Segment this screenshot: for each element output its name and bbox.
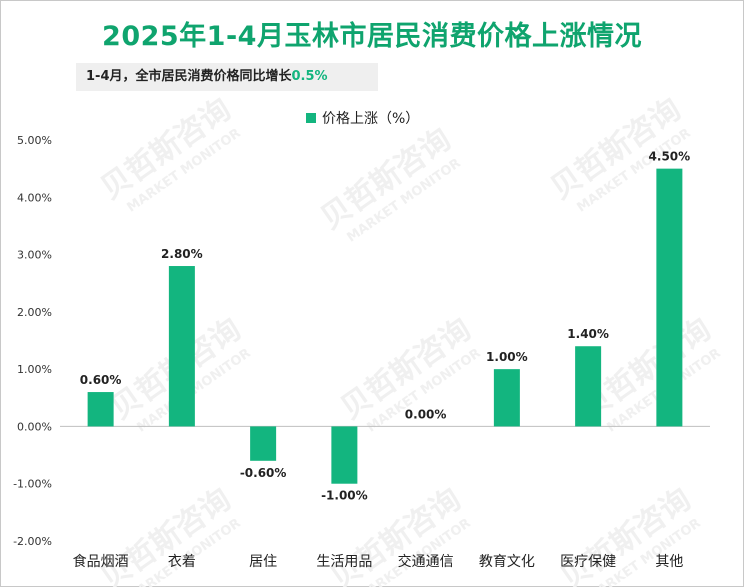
legend: 价格上涨（%）	[306, 108, 419, 128]
label-layer: 0.60% 食品烟酒 2.80% 衣着 -0.60% 居住 -1.00% 生活用品 0.00% 交…	[73, 150, 691, 570]
y-tick-label: 0.00%	[17, 420, 52, 433]
subtitle-highlight: 0.5%	[291, 69, 328, 84]
x-category-label: 交通通信	[398, 553, 454, 570]
data-label: 0.60%	[80, 373, 122, 387]
y-tick-label: -1.00%	[13, 478, 52, 491]
subtitle-text: 1-4月，全市居民消费价格同比增长	[86, 69, 292, 84]
bar	[250, 426, 277, 461]
data-label: -0.60%	[240, 466, 287, 480]
y-tick-label: 2.00%	[17, 306, 52, 319]
bar	[168, 266, 195, 427]
x-category-label: 居住	[249, 554, 277, 570]
data-label: 1.00%	[486, 350, 528, 364]
bar	[331, 426, 358, 484]
y-tick-label: 4.00%	[17, 191, 52, 204]
data-label: 1.40%	[567, 327, 609, 341]
x-category-label: 其他	[655, 554, 683, 570]
y-tick-label: 5.00%	[17, 134, 52, 147]
y-tick-label: 1.00%	[17, 363, 52, 376]
data-label: -1.00%	[321, 489, 368, 503]
x-category-label: 生活用品	[316, 554, 372, 570]
data-label: 2.80%	[161, 247, 203, 261]
y-tick-label: 3.00%	[17, 249, 52, 262]
bar	[493, 369, 520, 427]
bar	[656, 168, 683, 427]
x-category-label: 衣着	[168, 554, 196, 570]
bar	[87, 392, 114, 427]
bar	[575, 346, 602, 427]
data-label: 0.00%	[405, 407, 447, 421]
chart-title: 2025年1-4月玉林市居民消费价格上涨情况	[102, 21, 642, 52]
data-label: 4.50%	[649, 150, 691, 164]
x-category-label: 教育文化	[479, 554, 535, 570]
legend-swatch	[306, 113, 316, 123]
y-tick-label: -2.00%	[13, 535, 52, 548]
legend-label: 价格上涨（%）	[322, 111, 420, 127]
subtitle-box: 1-4月，全市居民消费价格同比增长0.5%	[76, 63, 378, 91]
x-category-label: 医疗保健	[560, 554, 616, 570]
axis-layer: -2.00% -1.00% 0.00% 1.00% 2.00% 3.00% 4.00% 5.0…	[13, 134, 710, 548]
x-category-label: 食品烟酒	[73, 553, 129, 570]
bar-layer	[87, 168, 683, 484]
